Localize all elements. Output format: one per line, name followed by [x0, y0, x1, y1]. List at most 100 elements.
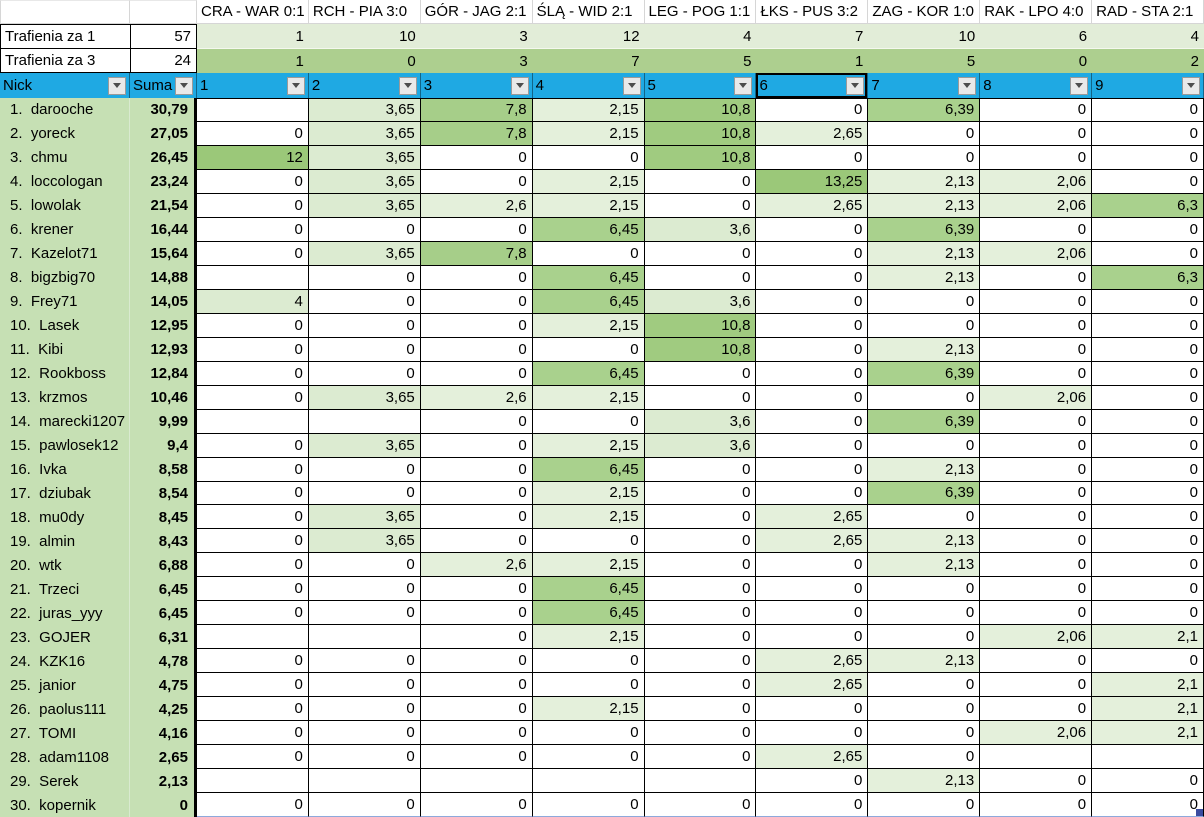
score-cell-col2[interactable]: 0 [308, 265, 421, 290]
hits-value-col4[interactable]: 12 [532, 24, 645, 49]
score-cell-col2[interactable]: 0 [308, 601, 421, 626]
filter-dropdown-4[interactable] [622, 76, 641, 95]
score-cell-col2[interactable]: 0 [308, 289, 421, 314]
score-cell-col8[interactable]: 0 [980, 457, 1093, 482]
score-cell-col4[interactable]: 0 [532, 673, 645, 698]
score-cell-col2[interactable]: 0 [308, 457, 421, 482]
score-cell-col4[interactable]: 0 [532, 721, 645, 746]
score-cell-col6[interactable]: 0 [756, 793, 869, 817]
score-cell-col8[interactable]: 0 [980, 481, 1093, 506]
score-cell-col4[interactable]: 6,45 [532, 601, 645, 626]
hits-value-col7[interactable]: 10 [868, 24, 981, 49]
hits-value-col3[interactable]: 3 [420, 49, 533, 73]
score-cell-col5[interactable]: 0 [644, 169, 757, 194]
player-name-cell[interactable]: 3. chmu [0, 145, 130, 170]
score-cell-col3[interactable]: 0 [420, 745, 533, 770]
score-cell-col3[interactable]: 0 [420, 361, 533, 386]
score-cell-col8[interactable] [980, 745, 1093, 770]
player-name-cell[interactable]: 28. adam1108 [0, 745, 130, 770]
player-suma-cell[interactable]: 27,05 [130, 121, 197, 146]
hits-value-col4[interactable]: 7 [532, 49, 645, 73]
score-cell-col7[interactable]: 6,39 [868, 481, 981, 506]
score-cell-col8[interactable]: 0 [980, 433, 1093, 458]
player-suma-cell[interactable]: 4,16 [130, 721, 197, 746]
score-cell-col8[interactable]: 0 [980, 121, 1093, 146]
player-suma-cell[interactable]: 14,05 [130, 289, 197, 314]
player-name-cell[interactable]: 5. lowolak [0, 193, 130, 218]
score-cell-col4[interactable]: 2,15 [532, 121, 645, 146]
player-suma-cell[interactable]: 9,99 [130, 409, 197, 434]
filter-header-nick[interactable]: Nick [0, 73, 130, 98]
score-cell-col9[interactable]: 0 [1092, 337, 1204, 362]
score-cell-col4[interactable]: 2,15 [532, 313, 645, 338]
match-header-9[interactable]: RAD - STA 2:1 [1092, 0, 1204, 24]
filter-dropdown-suma[interactable] [175, 76, 193, 95]
score-cell-col8[interactable]: 2,06 [980, 385, 1093, 410]
hits-value-col5[interactable]: 5 [644, 49, 757, 73]
player-suma-cell[interactable]: 23,24 [130, 169, 197, 194]
player-suma-cell[interactable]: 4,78 [130, 649, 197, 674]
score-cell-col3[interactable]: 0 [420, 289, 533, 314]
score-cell-col3[interactable]: 0 [420, 649, 533, 674]
score-cell-col4[interactable]: 2,15 [532, 481, 645, 506]
score-cell-col1[interactable]: 0 [197, 697, 309, 722]
player-name-cell[interactable]: 22. juras_yyy [0, 601, 130, 626]
score-cell-col8[interactable]: 0 [980, 313, 1093, 338]
player-name-cell[interactable]: 10. Lasek [0, 313, 130, 338]
score-cell-col7[interactable]: 2,13 [868, 337, 981, 362]
score-cell-col1[interactable] [197, 769, 309, 794]
score-cell-col9[interactable]: 0 [1092, 505, 1204, 530]
score-cell-col9[interactable]: 0 [1092, 457, 1204, 482]
score-cell-col2[interactable]: 3,65 [308, 433, 421, 458]
player-name-cell[interactable]: 29. Serek [0, 769, 130, 794]
filter-dropdown-2[interactable] [398, 76, 417, 95]
player-suma-cell[interactable]: 12,95 [130, 313, 197, 338]
score-cell-col2[interactable]: 0 [308, 481, 421, 506]
score-cell-col8[interactable]: 2,06 [980, 193, 1093, 218]
score-cell-col3[interactable]: 7,8 [420, 121, 533, 146]
score-cell-col6[interactable]: 2,65 [756, 505, 869, 530]
score-cell-col4[interactable]: 6,45 [532, 361, 645, 386]
score-cell-col4[interactable]: 0 [532, 337, 645, 362]
score-cell-col9[interactable]: 0 [1092, 769, 1204, 794]
score-cell-col8[interactable]: 2,06 [980, 721, 1093, 746]
score-cell-col7[interactable]: 0 [868, 433, 981, 458]
filter-dropdown-5[interactable] [734, 76, 753, 95]
match-header-8[interactable]: RAK - LPO 4:0 [980, 0, 1093, 24]
score-cell-col7[interactable]: 2,13 [868, 193, 981, 218]
score-cell-col2[interactable]: 0 [308, 577, 421, 602]
match-header-4[interactable]: ŚLĄ - WID 2:1 [532, 0, 645, 24]
score-cell-col6[interactable]: 0 [756, 601, 869, 626]
player-suma-cell[interactable]: 16,44 [130, 217, 197, 242]
score-cell-col4[interactable]: 0 [532, 145, 645, 170]
score-cell-col6[interactable]: 0 [756, 577, 869, 602]
filter-dropdown-1[interactable] [286, 76, 305, 95]
score-cell-col4[interactable]: 0 [532, 241, 645, 266]
score-cell-col9[interactable]: 0 [1092, 241, 1204, 266]
score-cell-col8[interactable]: 0 [980, 649, 1093, 674]
score-cell-col5[interactable]: 3,6 [644, 289, 757, 314]
score-cell-col2[interactable]: 3,65 [308, 98, 421, 122]
hits1-label[interactable]: Trafienia za 1 [0, 24, 130, 49]
score-cell-col7[interactable]: 6,39 [868, 217, 981, 242]
score-cell-col5[interactable]: 3,6 [644, 409, 757, 434]
score-cell-col1[interactable] [197, 625, 309, 650]
score-cell-col4[interactable]: 2,15 [532, 553, 645, 578]
player-name-cell[interactable]: 21. Trzeci [0, 577, 130, 602]
filter-header-3[interactable]: 3 [420, 73, 533, 98]
player-name-cell[interactable]: 6. krener [0, 217, 130, 242]
player-name-cell[interactable]: 19. almin [0, 529, 130, 554]
player-suma-cell[interactable]: 8,43 [130, 529, 197, 554]
score-cell-col4[interactable]: 2,15 [532, 625, 645, 650]
hits-value-col1[interactable]: 1 [197, 24, 309, 49]
player-suma-cell[interactable]: 4,75 [130, 673, 197, 698]
score-cell-col6[interactable]: 0 [756, 625, 869, 650]
score-cell-col7[interactable]: 0 [868, 505, 981, 530]
player-name-cell[interactable]: 14. marecki1207 [0, 409, 130, 434]
player-suma-cell[interactable]: 4,25 [130, 697, 197, 722]
match-header-7[interactable]: ZAG - KOR 1:0 [868, 0, 981, 24]
hits3-label[interactable]: Trafienia za 3 [0, 49, 130, 73]
score-cell-col7[interactable]: 2,13 [868, 241, 981, 266]
player-name-cell[interactable]: 4. loccologan [0, 169, 130, 194]
hits-value-col2[interactable]: 0 [308, 49, 421, 73]
